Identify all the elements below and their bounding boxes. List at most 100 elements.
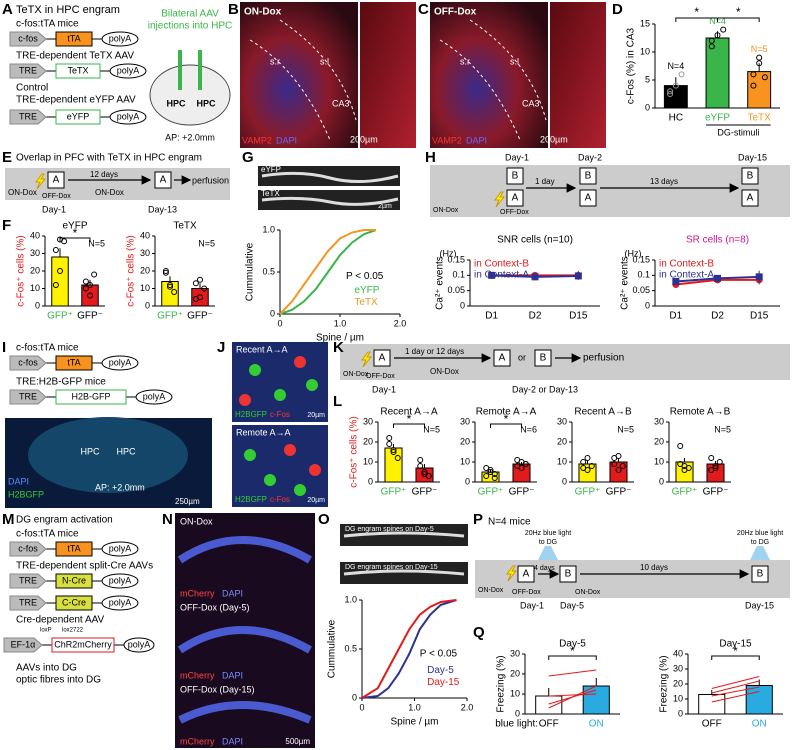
label: ON-Dox	[8, 188, 37, 197]
label: c-fos:tTA mice	[16, 343, 79, 354]
data-point	[386, 435, 393, 441]
panel-letter: B	[228, 1, 239, 18]
data-point	[720, 26, 727, 33]
label: ON-Dox	[575, 589, 601, 596]
label: VAMP2	[432, 135, 462, 145]
label: AP: +2.0mm	[95, 482, 145, 492]
chart-title: SNR cells (n=10)	[497, 235, 573, 246]
n-label: N=5	[751, 44, 768, 54]
label: ON-Dox	[430, 367, 459, 376]
promoter	[9, 541, 47, 557]
data-point	[518, 465, 525, 471]
x-axis-label: Spine / µm	[316, 333, 364, 344]
dendrite	[343, 531, 465, 538]
label: H2BGFP	[8, 489, 44, 499]
y-tick-label: 0	[659, 476, 664, 486]
label: DAPI	[222, 670, 243, 680]
label: perfusion	[583, 353, 624, 364]
x-tick-label: 1.0	[334, 318, 347, 328]
label: optic fibres into DG	[16, 675, 101, 686]
label: TRE-dependent eYFP AAV	[16, 95, 136, 106]
label: Overlap in PFC with TeTX in HPC engram	[16, 153, 202, 164]
micrograph-inset	[550, 2, 606, 148]
label: polyA	[117, 65, 140, 75]
significance: *	[407, 412, 412, 426]
group-label: DG-stimuli	[717, 127, 759, 137]
label: Day-15	[745, 600, 774, 610]
paired-line	[711, 680, 760, 694]
legend-entry: in Context-A	[474, 270, 529, 281]
context-box	[506, 167, 524, 185]
x-tick-label: 2.0	[394, 318, 407, 328]
label: A	[160, 175, 167, 186]
label: B	[565, 569, 572, 580]
n-label: N=5	[88, 238, 105, 248]
data-point	[708, 43, 715, 50]
data-point	[678, 71, 685, 78]
label: 20Hz blue light	[737, 530, 783, 537]
label: c-fos:tTA mice	[16, 19, 79, 30]
label: DG engram spines on Day-5	[345, 526, 434, 533]
legend-entry: in Context-A	[659, 270, 714, 281]
data-point	[588, 463, 595, 469]
label: OFF-Dox	[366, 373, 395, 380]
x-tick-label: ON	[589, 719, 604, 730]
y-tick-label: 0.5	[344, 643, 357, 653]
y-axis-label: c-Fos⁺ cells (%)	[126, 235, 137, 306]
label: 500µm	[285, 737, 310, 746]
polya	[123, 637, 155, 653]
y-tick-label: 0.15	[632, 254, 650, 264]
y-tick-label: 20	[363, 436, 373, 446]
n-label: N=5	[198, 238, 215, 248]
label: CA3	[332, 98, 350, 108]
brain-outline	[28, 417, 188, 493]
label: s.l	[510, 56, 519, 66]
x-tick-label: GFP⁻	[606, 487, 632, 498]
boundary	[279, 19, 357, 121]
label: injections into HPC	[148, 21, 232, 32]
dendrite	[261, 171, 399, 184]
y-tick-label: 20	[140, 265, 150, 275]
sig-bracket	[717, 17, 760, 22]
n-label: N=6	[520, 424, 537, 434]
y-tick-label: 10	[557, 456, 567, 466]
label: 2µm	[378, 203, 392, 210]
marker	[574, 272, 582, 280]
context-box	[579, 167, 597, 185]
x-tick-label: GFP⁻	[703, 487, 729, 498]
x-tick-label: GFP⁺	[47, 311, 73, 322]
lightning	[361, 351, 373, 368]
dendrite	[261, 196, 399, 206]
y-tick-label: 0.1	[452, 270, 465, 280]
data-point	[167, 282, 173, 288]
x-tick-label: GFP⁻	[77, 311, 103, 322]
label: B	[512, 171, 519, 182]
label: B	[540, 353, 547, 364]
y-tick-label: 30	[654, 416, 664, 426]
x-tick-label: 0	[277, 318, 282, 328]
label: OFF-Dox	[434, 7, 477, 18]
data-point	[714, 32, 721, 39]
data-point	[756, 60, 763, 67]
label: DAPI	[276, 135, 297, 145]
x-tick-label: GFP⁺	[381, 487, 407, 498]
gene-box	[51, 637, 115, 653]
y-tick-label: 30	[673, 663, 683, 673]
label: A	[499, 353, 506, 364]
label: Day-13	[148, 204, 177, 214]
label: eYFP	[261, 165, 281, 174]
chart-title: Remote A→B	[670, 407, 731, 418]
bar	[706, 463, 725, 483]
label: mCherry	[180, 736, 215, 746]
data-point	[57, 268, 63, 274]
label: polyA	[109, 357, 132, 367]
gene-box	[55, 31, 93, 47]
label: DG engram spines on Day-15	[345, 564, 438, 571]
context-box	[154, 171, 172, 189]
n-label: N=5	[714, 424, 731, 434]
gene-box	[55, 355, 93, 371]
label: Bilateral AAV	[161, 9, 219, 20]
polya	[109, 109, 147, 125]
